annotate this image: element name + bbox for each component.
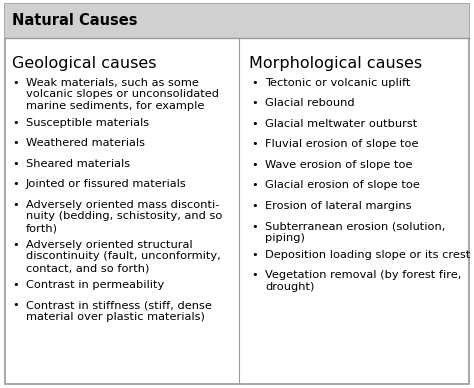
Text: Sheared materials: Sheared materials	[26, 159, 130, 169]
Text: material over plastic materials): material over plastic materials)	[26, 312, 205, 322]
Text: •: •	[12, 280, 18, 290]
Text: discontinuity (fault, unconformity,: discontinuity (fault, unconformity,	[26, 251, 221, 262]
Text: Wave erosion of slope toe: Wave erosion of slope toe	[265, 160, 413, 170]
Text: Adversely oriented structural: Adversely oriented structural	[26, 240, 193, 250]
Text: •: •	[12, 240, 18, 250]
Text: Contrast in stiffness (stiff, dense: Contrast in stiffness (stiff, dense	[26, 300, 212, 310]
Text: •: •	[12, 78, 18, 88]
Text: •: •	[251, 98, 258, 108]
Text: Morphological causes: Morphological causes	[249, 56, 422, 71]
Text: volcanic slopes or unconsolidated: volcanic slopes or unconsolidated	[26, 89, 219, 99]
Text: Glacial rebound: Glacial rebound	[265, 98, 355, 108]
Text: Vegetation removal (by forest fire,: Vegetation removal (by forest fire,	[265, 270, 462, 281]
Text: Glacial erosion of slope toe: Glacial erosion of slope toe	[265, 180, 420, 191]
Text: Jointed or fissured materials: Jointed or fissured materials	[26, 179, 187, 189]
Text: Glacial meltwater outburst: Glacial meltwater outburst	[265, 119, 418, 129]
Text: contact, and so forth): contact, and so forth)	[26, 263, 149, 273]
Text: Erosion of lateral margins: Erosion of lateral margins	[265, 201, 412, 211]
Text: Weak materials, such as some: Weak materials, such as some	[26, 78, 199, 88]
Text: Weathered materials: Weathered materials	[26, 138, 145, 148]
Text: Deposition loading slope or its crest: Deposition loading slope or its crest	[265, 250, 471, 260]
Text: •: •	[12, 118, 18, 128]
Text: Contrast in permeability: Contrast in permeability	[26, 280, 164, 290]
Text: •: •	[251, 180, 258, 191]
Text: Fluvial erosion of slope toe: Fluvial erosion of slope toe	[265, 139, 419, 149]
Text: •: •	[251, 270, 258, 281]
Text: forth): forth)	[26, 223, 58, 233]
Text: Subterranean erosion (solution,: Subterranean erosion (solution,	[265, 222, 446, 232]
Text: •: •	[251, 201, 258, 211]
Text: •: •	[251, 250, 258, 260]
Text: Adversely oriented mass disconti-: Adversely oriented mass disconti-	[26, 200, 219, 210]
Text: Susceptible materials: Susceptible materials	[26, 118, 149, 128]
Text: Geological causes: Geological causes	[12, 56, 156, 71]
Text: •: •	[251, 78, 258, 88]
Text: •: •	[12, 300, 18, 310]
Text: •: •	[251, 222, 258, 232]
Text: drought): drought)	[265, 282, 315, 292]
Text: Tectonic or volcanic uplift: Tectonic or volcanic uplift	[265, 78, 411, 88]
Text: •: •	[251, 160, 258, 170]
Text: •: •	[251, 119, 258, 129]
Text: •: •	[12, 159, 18, 169]
Text: •: •	[12, 138, 18, 148]
Text: Natural Causes: Natural Causes	[12, 14, 137, 28]
Text: marine sediments, for example: marine sediments, for example	[26, 101, 204, 111]
Text: piping): piping)	[265, 233, 305, 243]
Text: nuity (bedding, schistosity, and so: nuity (bedding, schistosity, and so	[26, 211, 222, 222]
Bar	[5, 4, 469, 38]
Text: •: •	[12, 200, 18, 210]
Text: •: •	[12, 179, 18, 189]
Text: •: •	[251, 139, 258, 149]
